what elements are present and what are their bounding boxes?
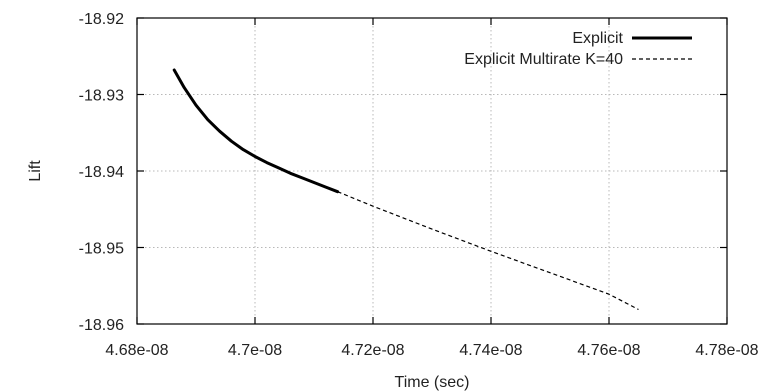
x-tick-label: 4.74e-08 (459, 342, 522, 359)
grid (137, 18, 727, 324)
x-axis-title: Time (sec) (395, 374, 470, 391)
y-tick-label: -18.96 (79, 317, 124, 334)
x-tick-label: 4.76e-08 (577, 342, 640, 359)
ticks: 4.68e-08 4.7e-08 4.72e-08 4.74e-08 4.76e-08 4… (79, 11, 759, 359)
legend: Explicit Explicit Multirate K=40 (464, 30, 692, 68)
y-tick-label: -18.94 (79, 164, 124, 181)
series-line-multirate (337, 191, 639, 311)
y-tick-label: -18.93 (79, 88, 124, 105)
legend-label-explicit: Explicit (572, 30, 623, 47)
x-tick-label: 4.68e-08 (105, 342, 168, 359)
series-line-explicit (172, 68, 340, 194)
y-tick-label: -18.95 (79, 241, 124, 258)
y-axis-title: Lift (27, 160, 44, 182)
y-tick-label: -18.92 (79, 11, 124, 28)
legend-label-multirate: Explicit Multirate K=40 (464, 51, 623, 68)
x-tick-label: 4.7e-08 (228, 342, 282, 359)
x-tick-label: 4.72e-08 (341, 342, 404, 359)
x-tick-label: 4.78e-08 (695, 342, 758, 359)
series-layer (172, 68, 639, 311)
